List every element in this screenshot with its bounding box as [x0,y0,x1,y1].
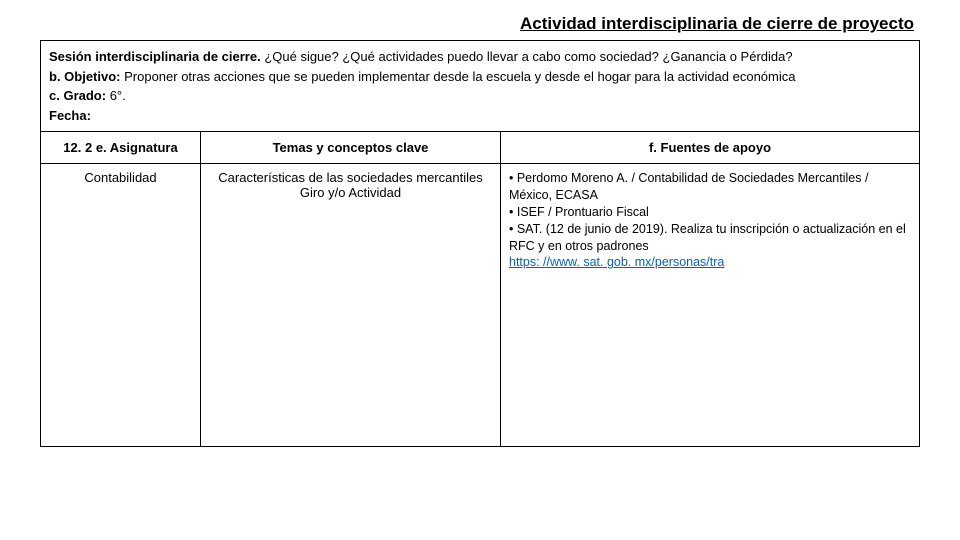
cell-fuentes: • Perdomo Moreno A. / Contabilidad de So… [501,164,920,447]
temas-line1: Características de las sociedades mercan… [218,170,482,185]
intro-cell: Sesión interdisciplinaria de cierre. ¿Qu… [41,41,920,132]
temas-line2: Giro y/o Actividad [300,185,401,200]
header-fuentes: f. Fuentes de apoyo [501,132,920,164]
page-title: Actividad interdisciplinaria de cierre d… [40,14,914,34]
session-text: ¿Qué sigue? ¿Qué actividades puedo lleva… [261,49,793,64]
date-label: Fecha: [49,108,91,123]
header-asignatura: 12. 2 e. Asignatura [41,132,201,164]
cell-asignatura: Contabilidad [41,164,201,447]
source-3: • SAT. (12 de junio de 2019). Realiza tu… [509,221,911,255]
cell-temas: Características de las sociedades mercan… [201,164,501,447]
session-label: Sesión interdisciplinaria de cierre. [49,49,261,64]
objective-label: b. Objetivo: [49,69,121,84]
activity-table: Sesión interdisciplinaria de cierre. ¿Qu… [40,40,920,447]
source-link[interactable]: https: //www. sat. gob. mx/personas/tra [509,255,724,269]
source-1: • Perdomo Moreno A. / Contabilidad de So… [509,170,911,204]
source-2: • ISEF / Prontuario Fiscal [509,204,911,221]
header-temas: Temas y conceptos clave [201,132,501,164]
grade-text: 6°. [106,88,126,103]
grade-label: c. Grado: [49,88,106,103]
objective-text: Proponer otras acciones que se pueden im… [121,69,796,84]
